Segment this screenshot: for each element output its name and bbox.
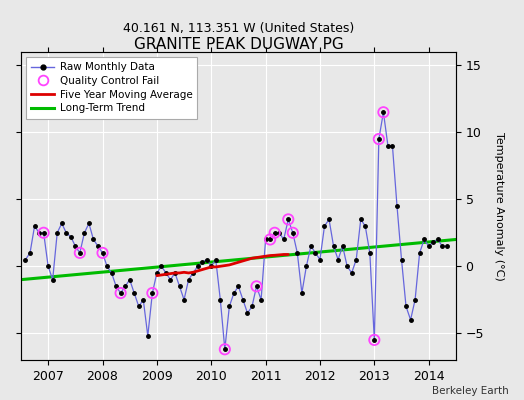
- Point: [379, 109, 388, 116]
- Point: [284, 216, 292, 222]
- Text: Berkeley Earth: Berkeley Earth: [432, 386, 508, 396]
- Point: [221, 346, 229, 352]
- Point: [266, 236, 274, 243]
- Point: [148, 290, 157, 296]
- Point: [253, 283, 261, 290]
- Point: [370, 337, 378, 343]
- Point: [375, 136, 383, 142]
- Text: 40.161 N, 113.351 W (United States): 40.161 N, 113.351 W (United States): [123, 22, 354, 35]
- Point: [75, 250, 84, 256]
- Point: [99, 250, 107, 256]
- Point: [289, 230, 297, 236]
- Title: GRANITE PEAK DUGWAY PG: GRANITE PEAK DUGWAY PG: [134, 37, 343, 52]
- Legend: Raw Monthly Data, Quality Control Fail, Five Year Moving Average, Long-Term Tren: Raw Monthly Data, Quality Control Fail, …: [26, 57, 198, 118]
- Point: [116, 290, 125, 296]
- Y-axis label: Temperature Anomaly (°C): Temperature Anomaly (°C): [494, 132, 504, 280]
- Point: [270, 230, 279, 236]
- Point: [39, 230, 48, 236]
